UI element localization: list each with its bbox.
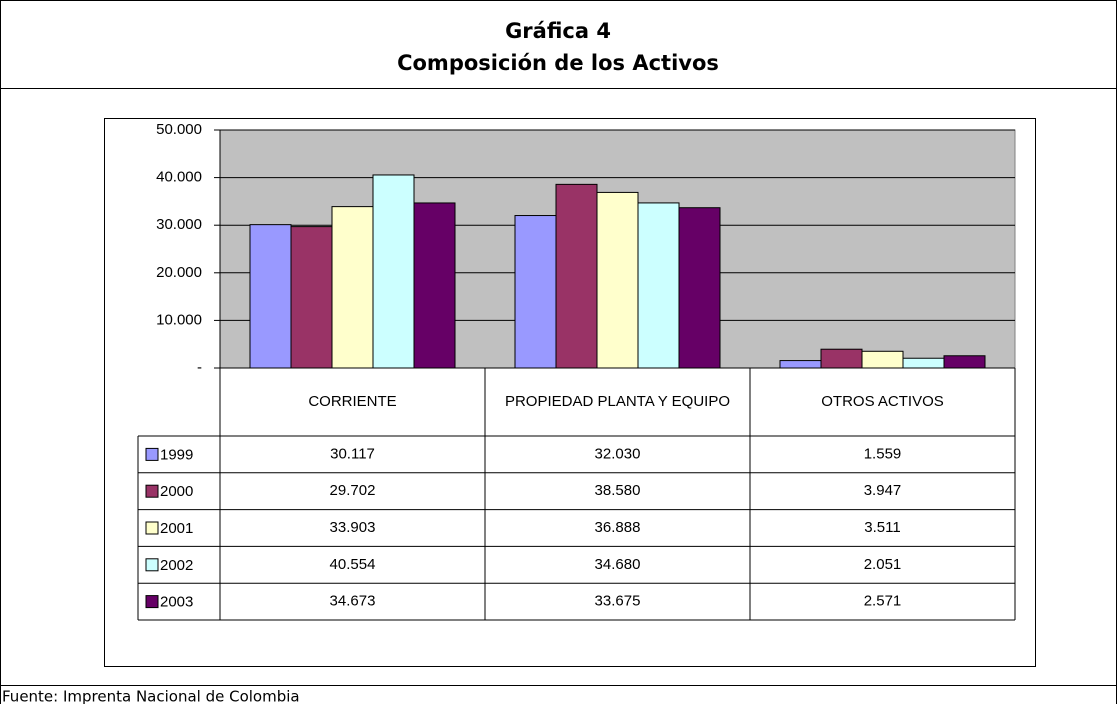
x-tick-label: OTROS ACTIVOS [821,393,944,410]
bar [596,191,639,369]
x-tick-label: PROPIEDAD PLANTA Y EQUIPO [504,393,731,410]
bar [413,202,456,369]
legend-label: 2001 [160,520,193,537]
table-value: 29.702 [330,482,376,499]
table-value: 2.051 [864,556,902,573]
table-value: 33.903 [330,519,376,536]
legend-label: 2002 [160,557,193,574]
bar [249,224,292,369]
y-tick-label: 50.000 [156,121,202,138]
bar [820,348,863,369]
legend-swatch [145,447,159,461]
y-tick-label: 30.000 [156,216,202,233]
table-value: 34.680 [595,556,641,573]
table-value: 1.559 [864,445,902,462]
legend-swatch [145,521,159,535]
bar [372,174,415,369]
y-tick-label: 10.000 [156,311,202,328]
bar [514,215,557,369]
table-value: 33.675 [595,593,641,610]
table-value: 3.511 [864,519,900,536]
category-cell: PROPIEDAD PLANTA Y EQUIPO [504,393,731,410]
legend-label: 2000 [160,483,193,500]
table-value: 2.571 [864,593,902,610]
source: Fuente: Imprenta Nacional de Colombia [2,688,300,704]
bar [861,350,904,369]
bar [943,355,986,369]
bar [290,226,333,369]
legend-label: 2003 [160,594,193,611]
bar [678,207,721,369]
category-cell: OTROS ACTIVOS [821,393,944,410]
chart-title: Gráfica 4 [505,19,611,43]
bar [902,357,945,369]
y-tick-label: - [197,359,202,376]
bar [779,360,822,369]
table-value: 38.580 [595,482,641,499]
table-value: 32.030 [595,445,641,462]
chart-title: Composición de los Activos [397,51,719,75]
table-value: 34.673 [330,593,376,610]
bar [637,202,680,369]
table-value: 30.117 [330,445,375,462]
x-tick-label: CORRIENTE [308,393,397,410]
table-value: 3.947 [864,482,902,499]
bar [331,206,374,369]
legend-swatch [145,484,159,498]
legend-swatch [145,595,159,609]
legend-label: 1999 [160,446,193,463]
bar [555,183,598,369]
category-cell: CORRIENTE [308,393,397,410]
y-tick-label: 40.000 [156,169,202,186]
table-value: 40.554 [330,556,376,573]
y-tick-label: 20.000 [156,264,202,281]
legend-swatch [145,558,159,572]
table-value: 36.888 [595,519,641,536]
